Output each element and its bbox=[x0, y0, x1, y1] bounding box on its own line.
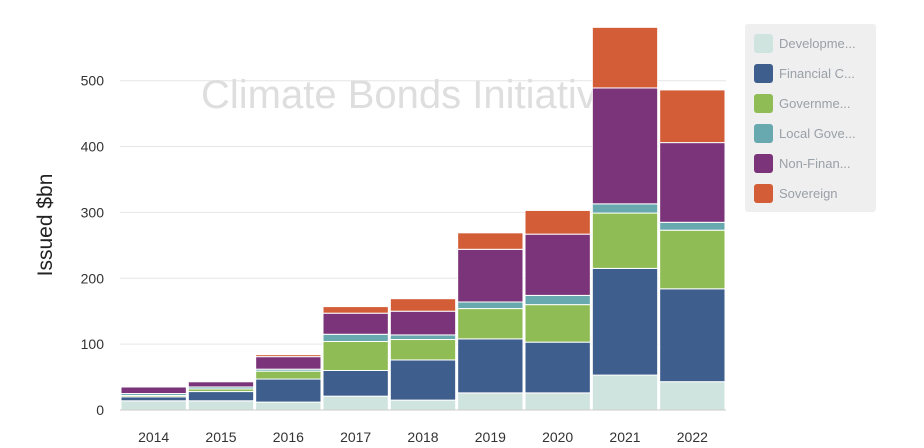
x-tick-label: 2022 bbox=[677, 429, 708, 445]
bar-segment[interactable] bbox=[389, 310, 457, 336]
y-tick-label: 100 bbox=[81, 336, 105, 352]
bar-segment[interactable] bbox=[457, 232, 524, 250]
bar-segment[interactable] bbox=[457, 248, 524, 303]
legend-label: Local Gove... bbox=[779, 125, 856, 141]
y-tick-label: 0 bbox=[96, 402, 104, 418]
bar-segment[interactable] bbox=[322, 333, 389, 343]
bar-segment[interactable] bbox=[255, 401, 322, 411]
bar-segment[interactable] bbox=[255, 356, 322, 370]
legend-label: Governme... bbox=[779, 95, 851, 111]
bar-segment[interactable] bbox=[524, 209, 591, 235]
legend-label: Financial C... bbox=[779, 65, 855, 81]
x-tick-label: 2018 bbox=[407, 429, 438, 445]
legend-swatch bbox=[754, 63, 773, 83]
bar-segment[interactable] bbox=[659, 381, 726, 411]
legend-swatch bbox=[754, 183, 773, 203]
y-tick-label: 500 bbox=[81, 73, 105, 89]
bar-segment[interactable] bbox=[524, 304, 591, 343]
legend: Developme... Financial C... Governme... Loc… bbox=[745, 24, 876, 212]
x-tick-label: 2015 bbox=[205, 429, 236, 445]
bar-segment[interactable] bbox=[659, 89, 726, 144]
x-tick-label: 2017 bbox=[340, 429, 371, 445]
bar-segment[interactable] bbox=[591, 87, 659, 205]
watermark: Climate Bonds Initiative bbox=[201, 73, 619, 117]
bar-segment[interactable] bbox=[389, 334, 457, 341]
legend-swatch bbox=[754, 153, 773, 173]
bar-segment[interactable] bbox=[457, 338, 524, 394]
bar-segment[interactable] bbox=[389, 339, 457, 361]
x-axis-ticks: 2014 2015 2016 2017 2018 2019 2020 2021 2022 bbox=[138, 429, 708, 445]
bar-segment[interactable] bbox=[120, 386, 187, 395]
bar-segment[interactable] bbox=[591, 212, 659, 269]
bar-segment[interactable] bbox=[389, 298, 457, 312]
bars bbox=[120, 26, 726, 411]
bar-segment[interactable] bbox=[524, 341, 591, 394]
bar-segment[interactable] bbox=[322, 306, 389, 314]
x-tick-label: 2020 bbox=[542, 429, 573, 445]
legend-item[interactable]: Governme... bbox=[754, 93, 851, 113]
bar-segment[interactable] bbox=[524, 233, 591, 296]
bar-segment[interactable] bbox=[591, 26, 659, 89]
x-tick-label: 2014 bbox=[138, 429, 169, 445]
legend-item[interactable]: Sovereign bbox=[754, 183, 838, 203]
bar-segment[interactable] bbox=[591, 203, 659, 214]
bar-segment[interactable] bbox=[524, 392, 591, 411]
bar-segment[interactable] bbox=[120, 396, 187, 402]
bar-segment[interactable] bbox=[187, 400, 255, 411]
bar-segment[interactable] bbox=[389, 399, 457, 411]
bar-segment[interactable] bbox=[187, 391, 255, 402]
bar-segment[interactable] bbox=[659, 221, 726, 231]
y-tick-label: 300 bbox=[81, 204, 105, 220]
bar-segment[interactable] bbox=[524, 294, 591, 306]
y-tick-label: 400 bbox=[81, 139, 105, 155]
legend-label: Developme... bbox=[779, 35, 856, 51]
bar-segment[interactable] bbox=[322, 312, 389, 335]
bar-segment[interactable] bbox=[322, 395, 389, 411]
legend-item[interactable]: Financial C... bbox=[754, 63, 855, 83]
legend-label: Sovereign bbox=[779, 185, 838, 201]
bar-segment[interactable] bbox=[457, 392, 524, 411]
bar-segment[interactable] bbox=[457, 308, 524, 340]
legend-label: Non-Finan... bbox=[779, 155, 851, 171]
y-axis-title: Issued $bn bbox=[34, 174, 57, 277]
legend-item[interactable]: Developme... bbox=[754, 33, 856, 53]
legend-swatch bbox=[754, 33, 773, 53]
bar-segment[interactable] bbox=[322, 369, 389, 397]
legend-swatch bbox=[754, 123, 773, 143]
x-tick-label: 2021 bbox=[609, 429, 640, 445]
bar-segment[interactable] bbox=[591, 267, 659, 376]
bar-segment[interactable] bbox=[457, 301, 524, 310]
y-tick-label: 200 bbox=[81, 270, 105, 286]
bar-segment[interactable] bbox=[659, 288, 726, 383]
bar-segment[interactable] bbox=[659, 142, 726, 223]
bar-segment[interactable] bbox=[322, 341, 389, 371]
bar-segment[interactable] bbox=[255, 354, 322, 358]
bar-segment[interactable] bbox=[255, 378, 322, 403]
bar-segment[interactable] bbox=[659, 229, 726, 290]
legend-swatch bbox=[754, 93, 773, 113]
bar-segment[interactable] bbox=[187, 381, 255, 388]
x-tick-label: 2019 bbox=[475, 429, 506, 445]
bar-segment[interactable] bbox=[591, 374, 659, 411]
legend-item[interactable]: Non-Finan... bbox=[754, 153, 851, 173]
bar-segment[interactable] bbox=[187, 380, 255, 383]
y-axis-ticks: 0 100 200 300 400 500 bbox=[81, 73, 105, 418]
bar-segment[interactable] bbox=[255, 370, 322, 380]
bar-segment[interactable] bbox=[389, 359, 457, 401]
bar-segment[interactable] bbox=[120, 385, 187, 388]
bar-segment[interactable] bbox=[120, 400, 187, 411]
legend-item[interactable]: Local Gove... bbox=[754, 123, 856, 143]
x-tick-label: 2016 bbox=[273, 429, 304, 445]
